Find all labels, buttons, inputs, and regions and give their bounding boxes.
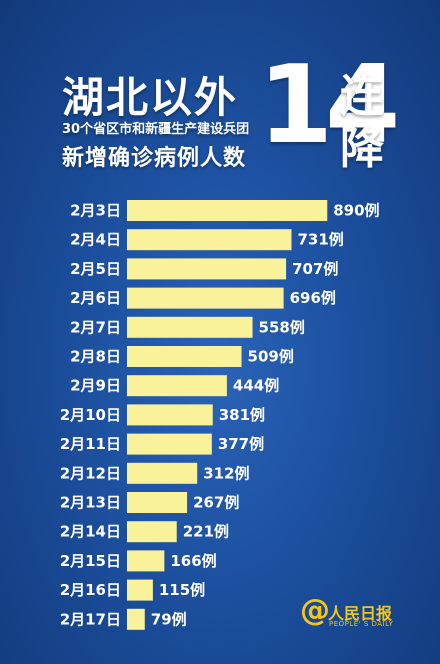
date-label: 2月11日 [60,435,121,453]
date-label: 2月12日 [60,464,121,482]
title-big-number: 14 [258,43,400,168]
bar [127,550,165,572]
bar [127,346,242,367]
date-label: 2月7日 [70,318,121,336]
value-label: 890例 [333,202,379,220]
date-label: 2月16日 [60,581,121,599]
bar [127,404,213,426]
bar [127,521,177,543]
date-label: 2月6日 [70,289,121,307]
date-label: 2月10日 [60,406,121,424]
value-label: 509例 [248,348,294,366]
value-label: 444例 [233,377,279,395]
date-label: 2月5日 [70,260,121,278]
title-subtitle: 30个省区市和新疆生产建设兵团 [62,122,250,137]
bar [127,433,212,455]
bar [127,492,188,513]
value-label: 696例 [290,289,336,307]
date-label: 2月4日 [70,231,121,249]
date-label: 2月14日 [60,523,121,541]
date-label: 2月9日 [70,377,121,395]
date-label: 2月8日 [70,348,121,366]
bar [127,316,253,338]
logo-at-icon: @ [300,593,330,628]
bar [127,462,198,484]
title-metric: 新增确诊病例人数 [62,146,247,171]
date-label: 2月17日 [60,610,121,628]
value-label: 558例 [259,318,305,336]
value-label: 381例 [219,406,265,424]
bar [127,579,153,601]
value-label: 312例 [203,464,249,482]
peoples-daily-logo: @ 人民日报 PEOPLE' S DAILY [300,596,410,636]
value-label: 221例 [183,523,229,541]
date-label: 2月15日 [60,552,121,570]
title-side-char-1: 连 [340,71,384,122]
logo-name: 人民日报 [328,604,393,623]
date-label: 2月3日 [70,202,121,220]
value-label: 166例 [170,552,216,570]
title-block: 湖北以外 30个省区市和新疆生产建设兵团 新增确诊病例人数 14 连 降 [0,0,440,190]
bar [127,608,145,630]
bar [127,287,284,309]
value-label: 731例 [297,231,343,249]
value-label: 707例 [292,260,338,278]
bar [127,200,328,221]
date-label: 2月13日 [60,494,121,512]
value-label: 267例 [193,494,239,512]
value-label: 79例 [151,610,187,628]
title-side-char-2: 降 [340,123,384,174]
value-label: 115例 [159,581,205,599]
bar [127,258,287,280]
logo-subtitle: PEOPLE' S DAILY [329,620,394,628]
title-main: 湖北以外 [62,73,239,122]
value-label: 377例 [218,435,264,453]
bar [127,229,292,251]
bar [127,375,227,397]
